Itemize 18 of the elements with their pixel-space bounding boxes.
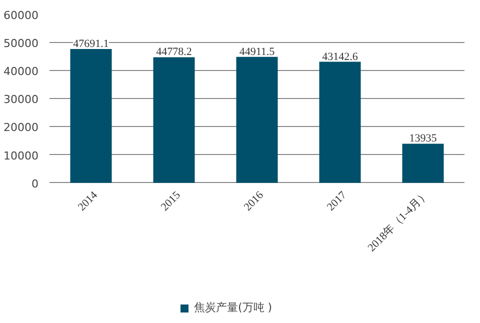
legend-label: 焦炭产量(万吨 ) xyxy=(194,300,272,315)
y-tick-label: 10000 xyxy=(4,149,39,162)
data-label: 13935 xyxy=(409,132,438,145)
bar xyxy=(402,144,444,183)
y-tick-label: 60000 xyxy=(4,9,39,22)
y-tick-label: 20000 xyxy=(4,121,39,134)
bar xyxy=(319,62,361,183)
data-label: 47691.1 xyxy=(73,38,109,50)
y-tick-label: 40000 xyxy=(4,65,39,78)
bar xyxy=(70,49,112,183)
y-tick-label: 50000 xyxy=(4,37,39,50)
y-tick-label: 0 xyxy=(32,177,38,190)
data-label: 44911.5 xyxy=(239,46,276,58)
data-label: 43142.6 xyxy=(322,50,358,63)
data-label: 44778.2 xyxy=(156,46,192,58)
bar xyxy=(153,57,195,183)
y-tick-label: 30000 xyxy=(4,93,39,106)
bar xyxy=(236,56,278,183)
